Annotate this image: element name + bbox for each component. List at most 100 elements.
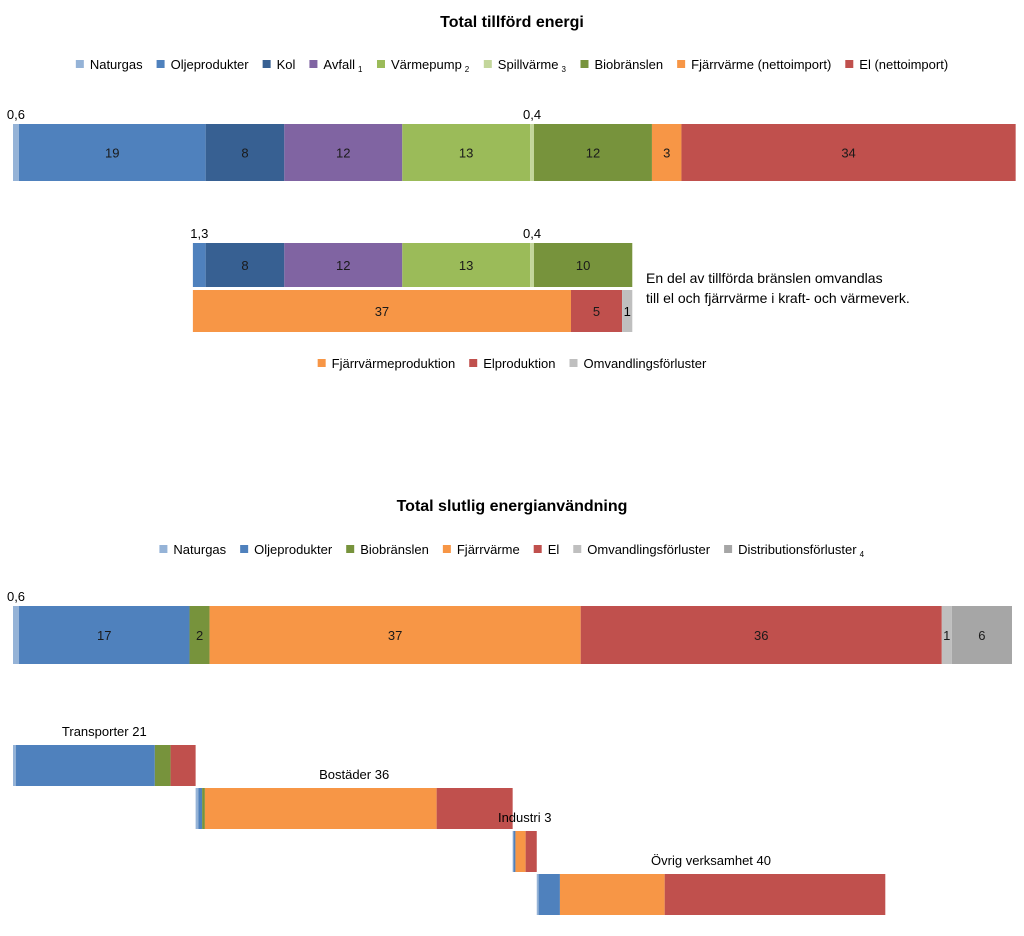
chart4-transporter-bar-oljeprodukter [15,745,155,786]
chart3-legend-swatch-oljeprodukter [240,545,249,553]
chart4-bostader-bar-naturgas [195,788,199,829]
chart2-output-label-omvandlingsforluster: 1 [624,304,631,319]
chart4-industri-bar-oljeprodukter [513,831,516,872]
chart4-ovrig-verksamhet-bar-el [664,874,886,915]
chart4-transporter-bar-biobranslen [154,745,171,786]
chart3-label-biobranslen: 2 [196,628,203,643]
chart1-label-spillvarme: 0,4 [523,107,541,122]
chart1-legend-swatch-oljeprodukter [156,60,165,68]
chart1-label-kol: 8 [241,146,248,161]
chart2-input-label-spillvarme: 0,4 [523,226,541,241]
chart3-label-naturgas: 0,6 [7,589,25,604]
chart2-output-bar-omvandlingsforluster [622,290,633,332]
chart4-bostader-bar-biobranslen [202,788,205,829]
chart1-bar-oljeprodukter [18,124,206,181]
chart1-legend-swatch-naturgas [75,60,84,68]
chart4-ovrig-verksamhet-bar-fjarrvarme [559,874,665,915]
chart2-input-bar-avfall [284,243,403,287]
chart3-bar-biobranslen [189,606,210,664]
chart2-output-label-fjarrvarmeproduktion: 37 [375,304,389,319]
chart4-bostader-label: Bostäder 36 [319,767,389,782]
chart3-bar-naturgas [13,606,20,664]
chart1-legend-label-kol: Kol [277,57,296,72]
chart2-input-bar-spillvarme [530,243,534,287]
chart3-label-omvandlingsforluster: 1 [943,628,950,643]
chart4-transporter-bar-el [170,745,196,786]
chart4-industri-bar-fjarrvarme [515,831,526,872]
chart1-legend-swatch-kol [262,60,271,68]
chart2-input-label-biobranslen: 10 [576,258,590,273]
chart4-ovrig-verksamhet-bar-oljeprodukter [538,874,560,915]
chart2-note-line-2: till el och fjärrvärme i kraft- och värm… [646,290,910,306]
chart2-legend-swatch-fjarrvarmeproduktion [317,359,326,367]
chart1-legend-label-varmepump: Värmepump 2 [391,57,470,74]
chart3-legend-swatch-fjarrvarme [442,545,451,553]
chart1-title: Total tillförd energi [440,14,584,31]
chart1-legend-swatch-spillvarme [483,60,492,68]
chart4-industri-bar-naturgas [512,831,514,872]
chart2-output-bar-fjarrvarmeproduktion [192,290,571,332]
chart4-transporter-label: Transporter 21 [62,724,147,739]
chart1-bar-spillvarme [530,124,534,181]
chart3-bar-oljeprodukter [19,606,190,664]
chart2-legend-swatch-elproduktion [469,359,478,367]
chart3-bar-distributionsforluster [951,606,1012,664]
chart1-label-el-nettoimport: 34 [841,146,855,161]
chart3-legend-label-distributionsforluster: Distributionsförluster 4 [738,542,865,559]
chart1-label-fjarrvarme-nettoimport: 3 [663,146,670,161]
chart2-input-bar-varmepump [402,243,531,287]
chart1-legend-label-el-nettoimport: El (nettoimport) [859,57,948,72]
chart1-bar-kol [205,124,285,181]
chart1-legend-label-oljeprodukter: Oljeprodukter [171,57,250,72]
chart1-legend-label-naturgas: Naturgas [90,57,143,72]
chart3-label-fjarrvarme: 37 [388,628,402,643]
chart3-legend-label-fjarrvarme: Fjärrvärme [457,542,520,557]
chart1-label-naturgas: 0,6 [7,107,25,122]
chart2-input-label-kol: 8 [241,258,248,273]
chart3-title: Total slutlig energianvändning [397,498,628,515]
chart2-input-label-varmepump: 13 [459,258,473,273]
chart3-legend-label-omvandlingsforluster: Omvandlingsförluster [587,542,710,557]
chart4-bostader-bar-oljeprodukter [198,788,203,829]
chart1-bar-biobranslen [533,124,652,181]
chart1-legend-label-biobranslen: Biobränslen [594,57,663,72]
chart2-output-bar-elproduktion [570,290,623,332]
chart1-bar-varmepump [402,124,531,181]
chart1-label-avfall: 12 [336,146,350,161]
chart1-legend-swatch-biobranslen [580,60,589,68]
chart1-legend-swatch-el-nettoimport [845,60,854,68]
chart1-legend-swatch-varmepump [376,60,385,68]
chart2-legend-label-elproduktion: Elproduktion [483,356,555,371]
chart1-label-varmepump: 13 [459,146,473,161]
chart1-legend-label-spillvarme: Spillvärme 3 [498,57,567,74]
chart4-bostader-bar-fjarrvarme [204,788,437,829]
chart1-legend-label-fjarrvarme-nettoimport: Fjärrvärme (nettoimport) [691,57,831,72]
chart2-note-line-1: En del av tillförda bränslen omvandlas [646,270,883,286]
chart3-bar-omvandlingsforluster [941,606,952,664]
chart3-legend-swatch-distributionsforluster [724,545,733,553]
chart4-transporter-bar-naturgas [13,745,16,786]
chart3-legend-label-biobranslen: Biobränslen [360,542,429,557]
chart2-input-label-avfall: 12 [336,258,350,273]
chart3-label-el: 36 [754,628,768,643]
chart4-industri-bar-el [525,831,537,872]
chart4-ovrig-verksamhet-bar-naturgas [536,874,539,915]
chart3-label-distributionsforluster: 6 [978,628,985,643]
chart1-bar-el-nettoimport [681,124,1016,181]
chart2-input-bar-kol [205,243,285,287]
chart1-label-oljeprodukter: 19 [105,146,119,161]
chart3-legend-label-oljeprodukter: Oljeprodukter [254,542,333,557]
chart3-legend-swatch-omvandlingsforluster [573,545,582,553]
chart1-bar-avfall [284,124,403,181]
chart3-legend-label-el: El [548,542,560,557]
chart3-legend-label-naturgas: Naturgas [173,542,226,557]
chart3-legend-swatch-naturgas [159,545,168,553]
chart2-input-bar-biobranslen [533,243,633,287]
chart3-legend-swatch-biobranslen [346,545,355,553]
chart1-bar-fjarrvarme-nettoimport [651,124,682,181]
chart1-label-biobranslen: 12 [586,146,600,161]
chart2-legend-label-fjarrvarmeproduktion: Fjärrvärmeproduktion [332,356,456,371]
chart3-bar-el [580,606,942,664]
